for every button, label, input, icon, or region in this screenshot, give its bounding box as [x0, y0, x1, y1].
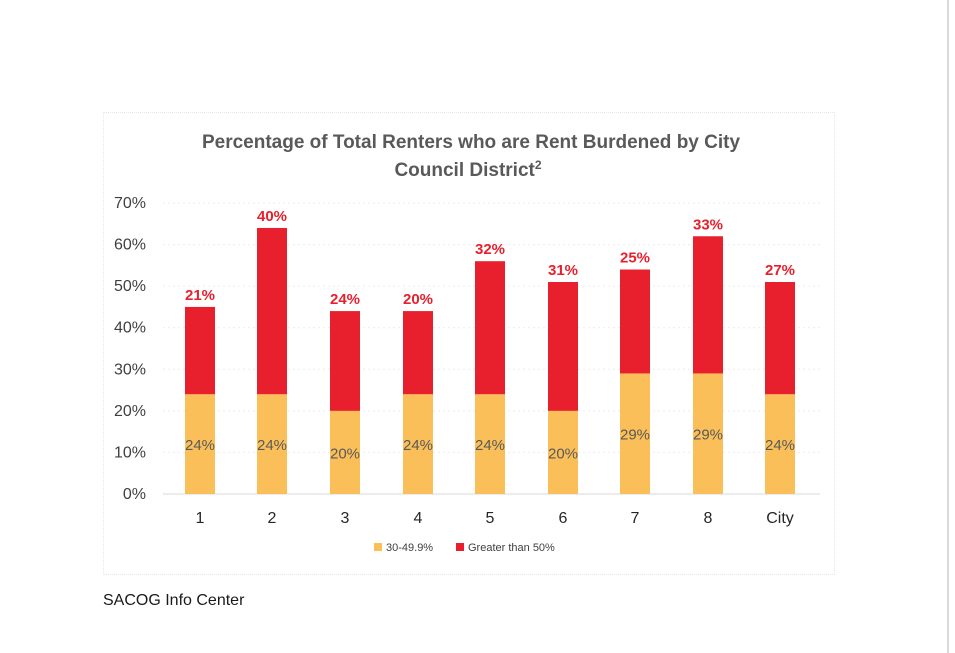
bar-segment-30-49: [330, 410, 360, 494]
chart-title-line1: Percentage of Total Renters who are Rent…: [202, 132, 741, 153]
bar-segment-30-49: [257, 394, 287, 494]
bar-segment-over-50: [185, 306, 215, 395]
y-tick-label: 0%: [123, 486, 146, 503]
bar-segment-30-49: [475, 394, 505, 494]
x-tick-label: 2: [268, 510, 277, 527]
chart-title-superscript: 2: [535, 158, 542, 172]
data-label-over-50: 32%: [475, 241, 505, 258]
x-tick-label: 1: [196, 510, 205, 527]
data-label-over-50: 40%: [257, 208, 287, 225]
legend-swatch: [456, 543, 464, 551]
bar-segment-over-50: [620, 269, 650, 374]
bar-segment-30-49: [185, 394, 215, 494]
bar-segment-over-50: [257, 227, 287, 395]
legend: 30-49.9% Greater than 50%: [374, 542, 555, 554]
y-tick-label: 10%: [114, 444, 146, 461]
y-tick-label: 70%: [114, 195, 146, 212]
y-tick-label: 30%: [114, 361, 146, 378]
data-label-over-50: 21%: [185, 287, 215, 304]
data-label-30-49: 29%: [620, 427, 650, 444]
bar-segment-30-49: [765, 394, 795, 494]
bar-segment-30-49: [548, 410, 578, 494]
data-label-over-50: 24%: [330, 291, 360, 308]
page-edge-rule: [947, 0, 949, 653]
chart-frame: [103, 112, 835, 575]
y-axis: 0% 10% 20% 30% 40% 50% 60% 70%: [114, 195, 820, 503]
x-tick-label: City: [766, 510, 794, 527]
x-tick-label: 3: [341, 510, 350, 527]
bar-segment-over-50: [548, 281, 578, 411]
legend-entry-label: 30-49.9%: [386, 542, 433, 554]
x-tick-label: 8: [704, 510, 713, 527]
data-label-30-49: 24%: [765, 437, 795, 454]
bars: 21% 24% 40% 24% 24% 20% 20% 24% 32% 24% 31% 20% 25% 2…: [185, 208, 795, 494]
data-label-over-50: 20%: [403, 291, 433, 308]
bar-segment-over-50: [403, 311, 433, 395]
data-label-over-50: 25%: [620, 250, 650, 267]
bar-segment-over-50: [765, 281, 795, 395]
data-label-30-49: 24%: [475, 437, 505, 454]
y-tick-label: 40%: [114, 320, 146, 337]
legend-entry-label: Greater than 50%: [468, 542, 555, 554]
x-tick-label: 6: [559, 510, 568, 527]
data-label-30-49: 20%: [330, 445, 360, 462]
chart-title-line2-text: Council District: [394, 160, 535, 181]
data-label-over-50: 27%: [765, 262, 795, 279]
data-label-30-49: 20%: [548, 445, 578, 462]
bar-segment-over-50: [330, 311, 360, 411]
data-label-30-49: 24%: [185, 437, 215, 454]
legend-swatch: [374, 543, 382, 551]
y-tick-label: 20%: [114, 403, 146, 420]
x-axis: 1 2 3 4 5 6 7 8 City: [196, 510, 794, 527]
chart-title-line2: Council District2: [394, 158, 541, 181]
y-tick-label: 50%: [114, 278, 146, 295]
data-label-30-49: 24%: [257, 437, 287, 454]
source-caption: SACOG Info Center: [103, 592, 245, 609]
x-tick-label: 4: [414, 510, 423, 527]
bar-segment-30-49: [403, 394, 433, 494]
data-label-30-49: 24%: [403, 437, 433, 454]
bar-segment-over-50: [693, 236, 723, 374]
data-label-over-50: 33%: [693, 216, 723, 233]
x-tick-label: 5: [486, 510, 495, 527]
bar-segment-over-50: [475, 261, 505, 395]
x-tick-label: 7: [631, 510, 640, 527]
bar-segment-30-49: [620, 373, 650, 494]
y-tick-label: 60%: [114, 237, 146, 254]
data-label-30-49: 29%: [693, 427, 723, 444]
bar-segment-30-49: [693, 373, 723, 494]
data-label-over-50: 31%: [548, 262, 578, 279]
